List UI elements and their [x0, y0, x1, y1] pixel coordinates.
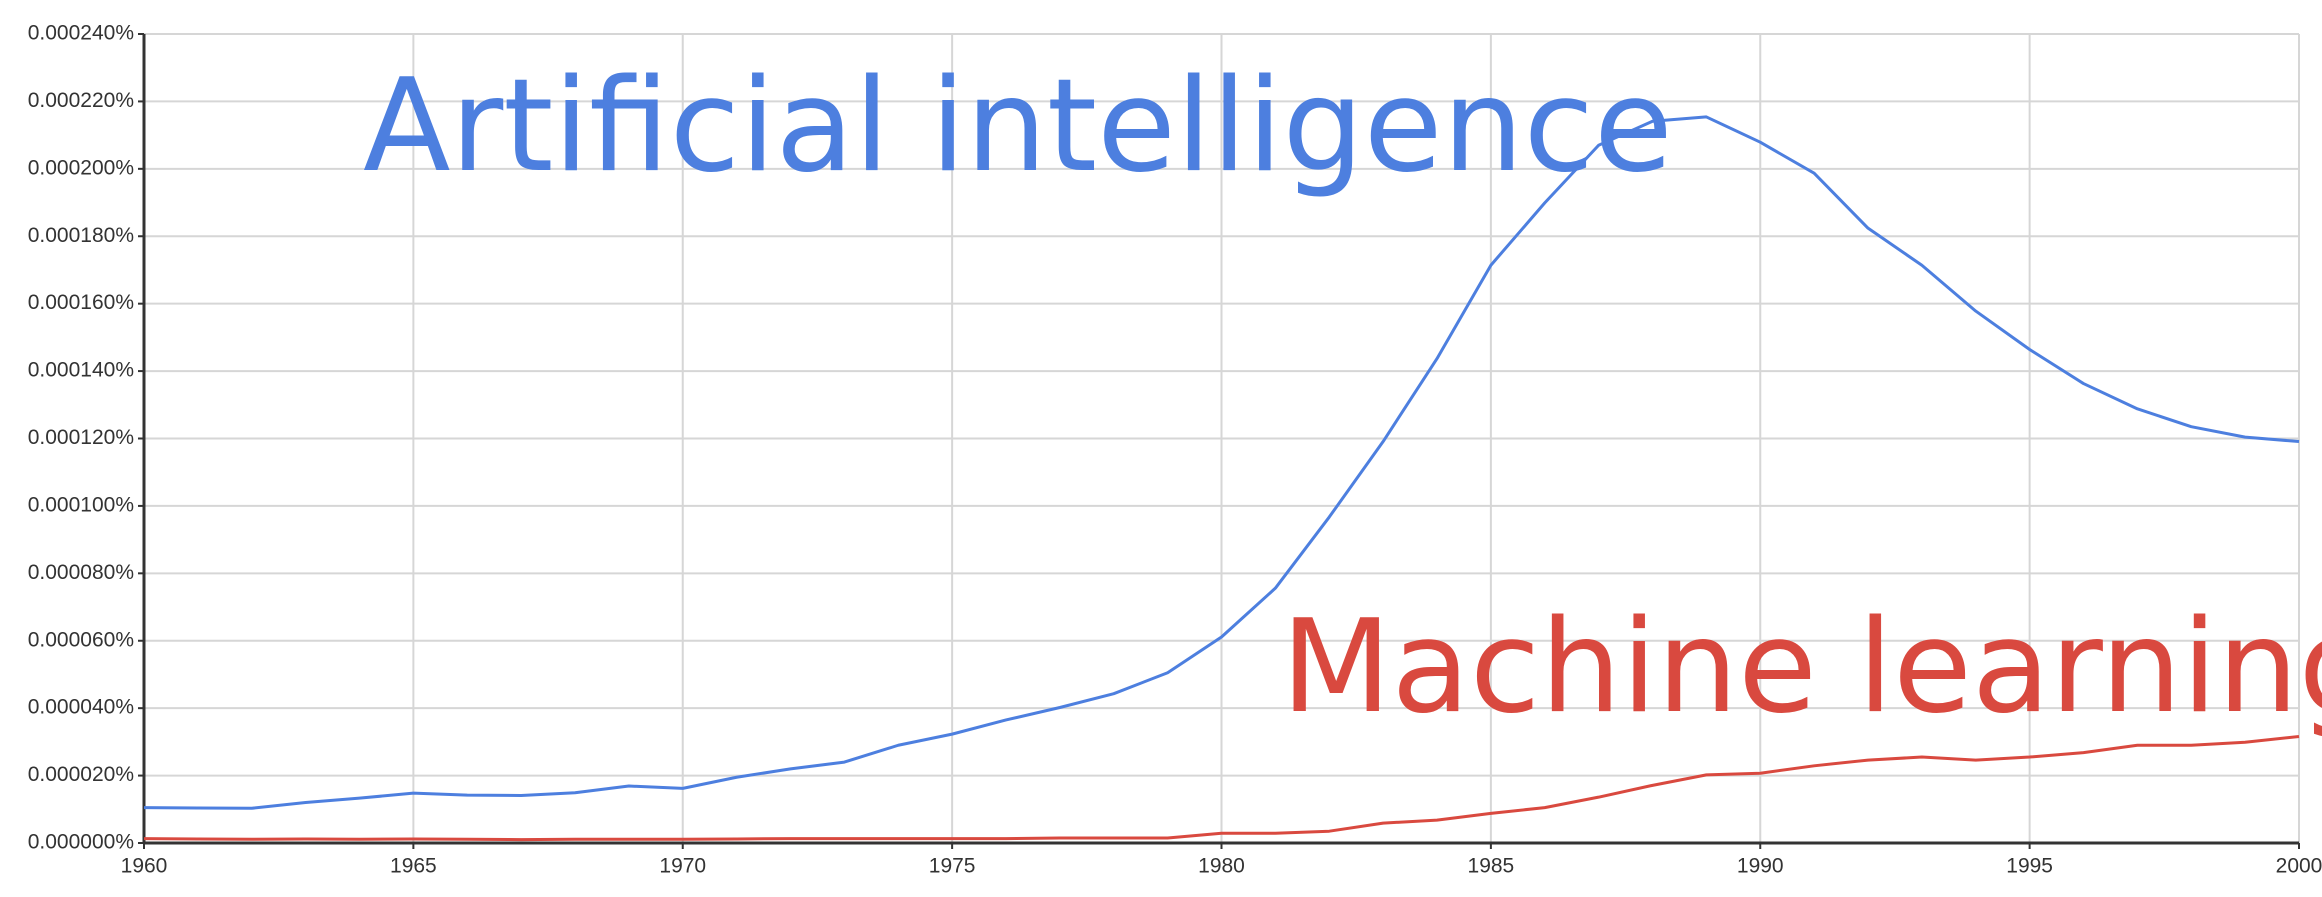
series-label: Machine learning [1281, 593, 2322, 742]
x-tick-label: 1995 [2006, 855, 2053, 878]
y-tick-label: 0.000020% [28, 763, 134, 786]
y-tick-label: 0.000160% [28, 291, 134, 314]
y-tick-label: 0.000220% [28, 89, 134, 112]
series-line [143, 734, 2300, 842]
x-tick-label: 2000 [2276, 855, 2322, 878]
y-tick-label: 0.000240% [28, 22, 134, 45]
y-tick-label: 0.000200% [28, 156, 134, 179]
y-tick-label: 0.000080% [28, 561, 134, 584]
x-tick-label: 1985 [1468, 855, 1515, 878]
y-tick-label: 0.000060% [28, 628, 134, 651]
y-tick-label: 0.000000% [28, 831, 134, 854]
x-tick-label: 1975 [929, 855, 976, 878]
y-tick-label: 0.000180% [28, 224, 134, 247]
y-tick-label: 0.000120% [28, 426, 134, 449]
series-line [143, 115, 2300, 810]
x-tick-label: 1970 [659, 855, 706, 878]
x-tick-label: 1990 [1737, 855, 1784, 878]
series-label: Artificial intelligence [363, 52, 1673, 201]
x-tick-label: 1960 [121, 855, 168, 878]
y-tick-label: 0.000100% [28, 493, 134, 516]
x-tick-label: 1980 [1198, 855, 1245, 878]
y-tick-label: 0.000040% [28, 696, 134, 719]
x-tick-label: 1965 [390, 855, 437, 878]
y-tick-label: 0.000140% [28, 359, 134, 382]
